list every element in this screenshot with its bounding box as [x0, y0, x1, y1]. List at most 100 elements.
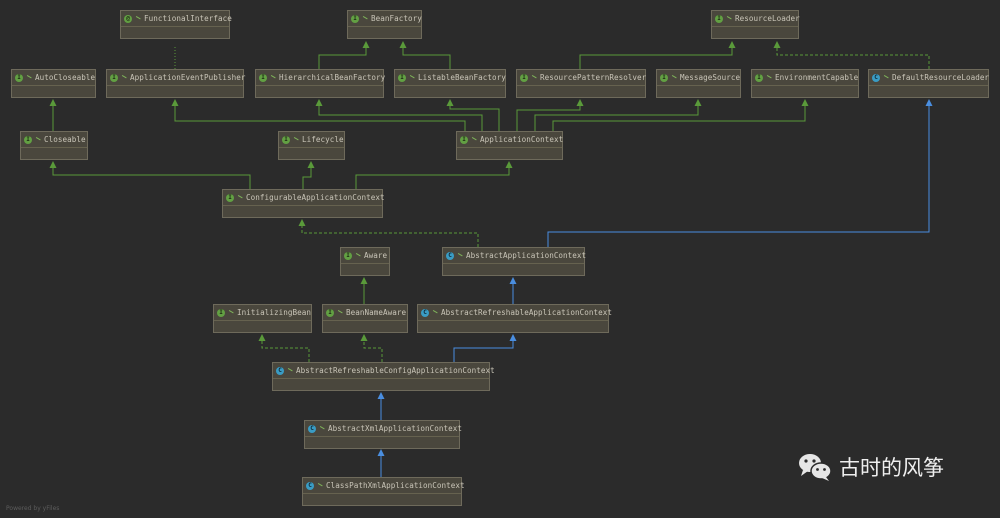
interface-icon: I [226, 193, 234, 202]
edge-extends [171, 99, 466, 131]
public-pin-icon [670, 74, 677, 81]
edge-implements [360, 334, 383, 362]
edge-line [261, 340, 310, 362]
public-pin-icon [269, 74, 276, 81]
edge-line [355, 167, 510, 189]
edge-class-extends [509, 277, 517, 304]
public-pin-icon [120, 74, 127, 81]
interface-icon: I [398, 73, 406, 82]
node-header: I AutoCloseable [12, 70, 95, 86]
interface-icon: I [282, 135, 290, 144]
node-header: I BeanFactory [348, 11, 422, 27]
class-node-bean-name-aware[interactable]: I BeanNameAware [322, 304, 408, 333]
watermark: 古时的风筝 [797, 452, 944, 482]
edge-extends [315, 99, 483, 131]
edge-line [318, 105, 483, 131]
abstract-class-icon: C [276, 366, 284, 375]
public-pin-icon [316, 482, 323, 489]
interface-icon: I [755, 73, 763, 82]
edge-class-extends [547, 99, 933, 247]
class-node-resource-loader[interactable]: I ResourceLoader [711, 10, 800, 39]
node-header: I InitializingBean [214, 305, 311, 321]
class-name: FunctionalInterface [144, 14, 232, 23]
watermark-text: 古时的风筝 [839, 456, 944, 480]
edge-extends [318, 41, 370, 69]
public-pin-icon [882, 74, 889, 81]
arrowhead-icon [728, 41, 736, 48]
public-pin-icon [354, 252, 361, 259]
class-name: ListableBeanFactory [418, 73, 506, 82]
interface-icon: I [217, 308, 225, 317]
class-node-functional-interface[interactable]: @ FunctionalInterface [120, 10, 232, 39]
interface-icon: I [110, 73, 118, 82]
class-node-abstract-application-context[interactable]: C AbstractApplicationContext [442, 247, 586, 276]
interface-icon: I [15, 73, 23, 82]
annotation-icon: @ [124, 14, 132, 23]
arrowhead-icon [362, 41, 370, 48]
class-node-configurable-application-context[interactable]: I ConfigurableApplicationContext [222, 189, 385, 218]
class-name: BeanNameAware [346, 308, 407, 317]
interface-icon: I [259, 73, 267, 82]
arrowhead-icon [773, 41, 781, 48]
class-icon: C [872, 73, 880, 82]
class-node-message-source[interactable]: I MessageSource [656, 69, 741, 98]
node-header: @ FunctionalInterface [121, 11, 232, 27]
interface-icon: I [24, 135, 32, 144]
edge-extends [399, 41, 451, 69]
abstract-class-icon: C [446, 251, 454, 260]
public-pin-icon [25, 74, 32, 81]
arrowhead-icon [446, 99, 454, 106]
public-pin-icon [134, 15, 141, 22]
class-node-class-path-xml-application-context[interactable]: C ClassPathXmlApplicationContext [302, 477, 465, 506]
arrowhead-icon [576, 99, 584, 106]
arrowhead-icon [258, 334, 266, 341]
edge-line [534, 105, 699, 131]
wechat-icon [799, 454, 832, 481]
arrowhead-icon [315, 99, 323, 106]
node-header: C AbstractXmlApplicationContext [305, 421, 462, 437]
class-name: MessageSource [680, 73, 741, 82]
class-node-resource-pattern-resolver[interactable]: I ResourcePatternResolver [516, 69, 646, 98]
edge-line [516, 105, 581, 131]
arrowhead-icon [377, 449, 385, 456]
class-node-application-event-publisher[interactable]: I ApplicationEventPublisher [106, 69, 246, 98]
arrowhead-icon [509, 277, 517, 284]
arrowhead-icon [377, 392, 385, 399]
class-node-listable-bean-factory[interactable]: I ListableBeanFactory [394, 69, 506, 98]
node-header: I ListableBeanFactory [395, 70, 506, 86]
node-header: I HierarchicalBeanFactory [256, 70, 386, 86]
class-node-bean-factory[interactable]: I BeanFactory [347, 10, 422, 39]
class-node-aware[interactable]: I Aware [340, 247, 390, 276]
class-node-abstract-refreshable-config-application-context[interactable]: C AbstractRefreshableConfigApplicationCo… [272, 362, 495, 391]
class-node-hierarchical-bean-factory[interactable]: I HierarchicalBeanFactory [255, 69, 386, 98]
class-name: ApplicationEventPublisher [130, 73, 246, 82]
arrowhead-icon [298, 219, 306, 226]
node-header: I MessageSource [657, 70, 740, 86]
node-header: C DefaultResourceLoader [869, 70, 989, 86]
edge-class-extends [377, 392, 385, 420]
class-name: HierarchicalBeanFactory [279, 73, 386, 82]
node-header: I ApplicationEventPublisher [107, 70, 246, 86]
arrowhead-icon [801, 99, 809, 106]
class-node-abstract-xml-application-context[interactable]: C AbstractXmlApplicationContext [304, 420, 462, 449]
class-node-application-context[interactable]: I ApplicationContext [456, 131, 563, 160]
node-header: I EnvironmentCapable [752, 70, 858, 86]
class-name: Closeable [44, 135, 86, 144]
class-name: AbstractRefreshableConfigApplicationCont… [296, 366, 495, 375]
class-node-default-resource-loader[interactable]: C DefaultResourceLoader [868, 69, 989, 98]
class-name: ResourceLoader [735, 14, 800, 23]
public-pin-icon [227, 309, 234, 316]
node-header: I ApplicationContext [457, 132, 563, 148]
edge-line [402, 47, 451, 69]
class-node-auto-closeable[interactable]: I AutoCloseable [11, 69, 96, 98]
public-pin-icon [470, 136, 477, 143]
class-node-lifecycle[interactable]: I Lifecycle [278, 131, 345, 160]
interface-icon: I [326, 308, 334, 317]
class-node-environment-capable[interactable]: I EnvironmentCapable [751, 69, 859, 98]
interface-icon: I [660, 73, 668, 82]
class-node-initializing-bean[interactable]: I InitializingBean [213, 304, 312, 333]
public-pin-icon [336, 309, 343, 316]
class-node-closeable[interactable]: I Closeable [20, 131, 88, 160]
class-node-abstract-refreshable-application-context[interactable]: C AbstractRefreshableApplicationContext [417, 304, 612, 333]
abstract-class-icon: C [308, 424, 316, 433]
